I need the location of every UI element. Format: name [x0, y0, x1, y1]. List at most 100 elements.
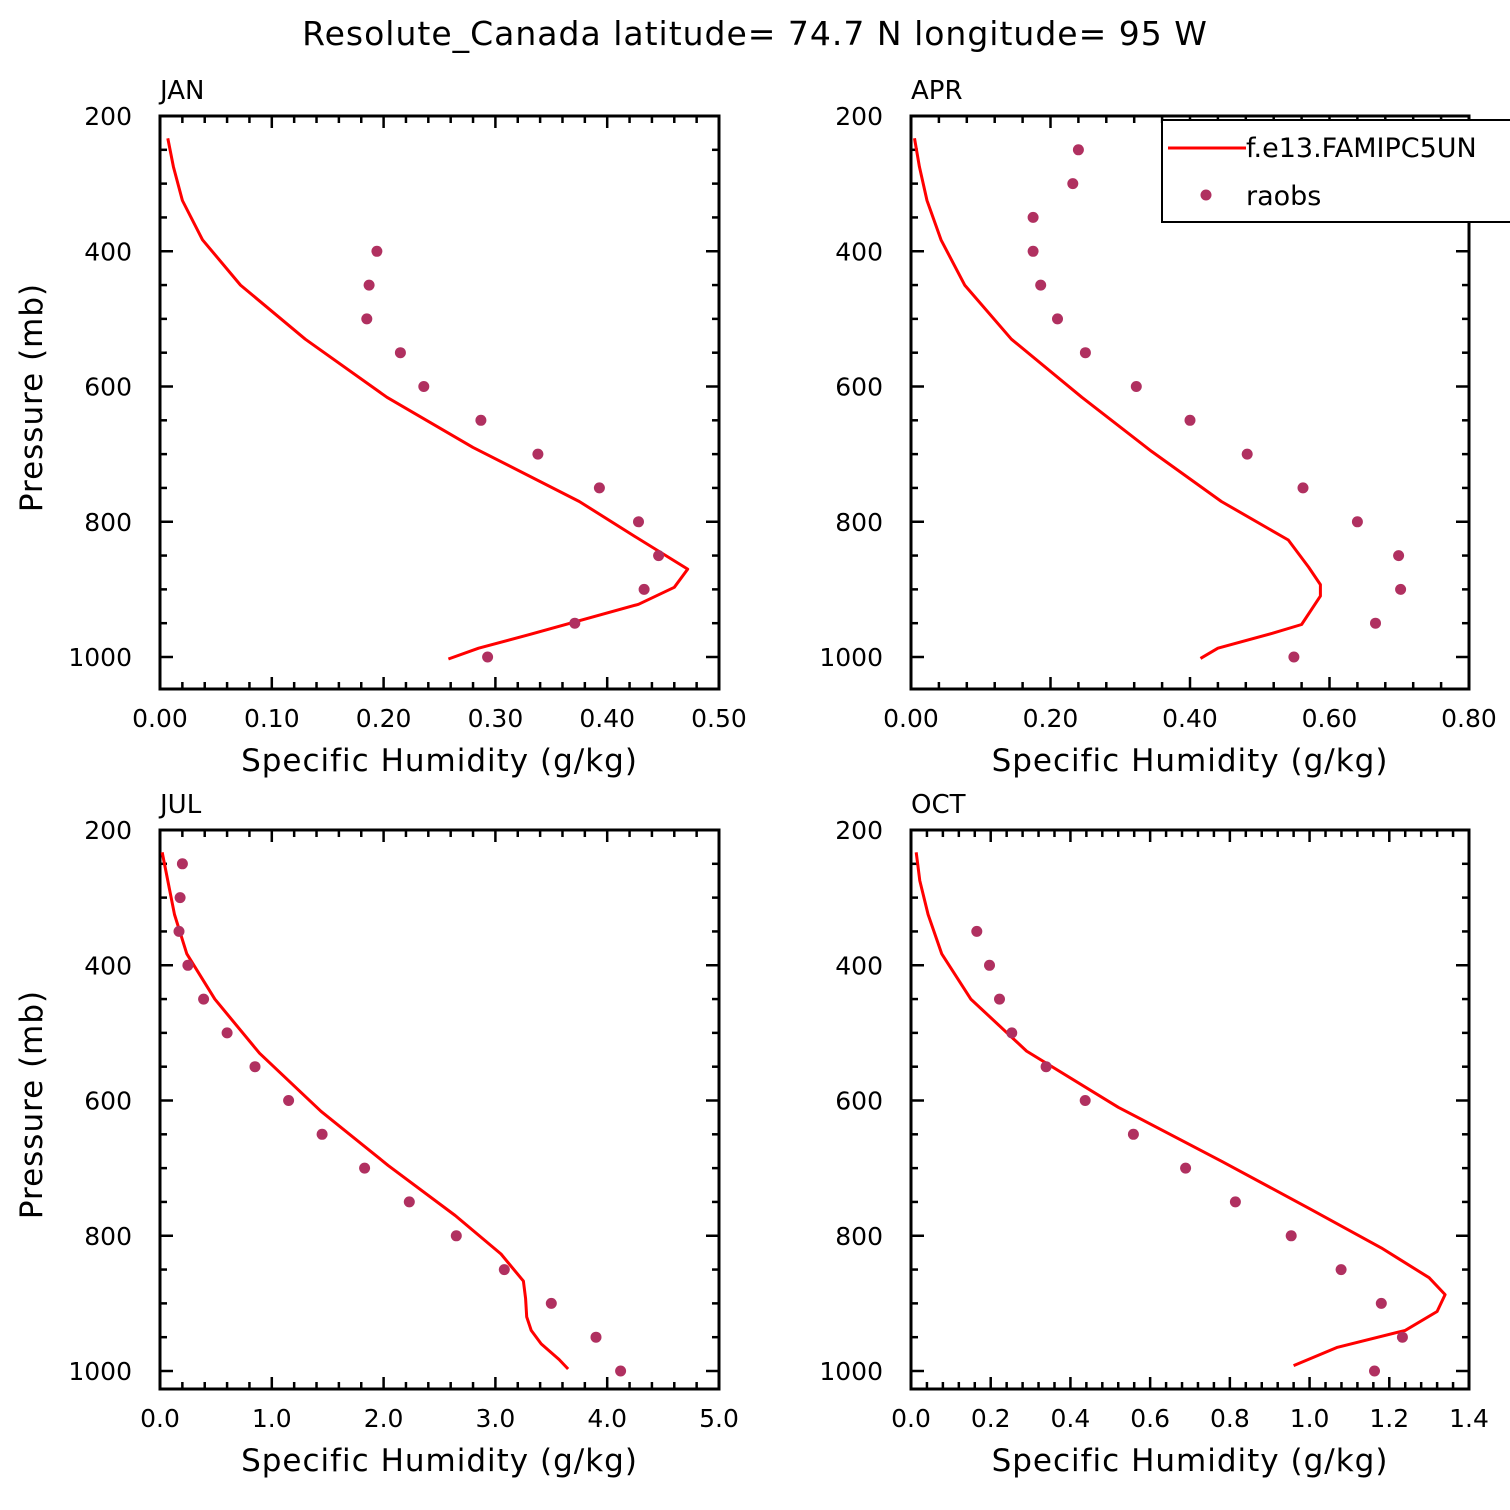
obs-point-jul	[176, 858, 188, 870]
obs-point-jan	[361, 313, 373, 325]
obs-point-apr	[1297, 482, 1309, 494]
x-tick-label: 4.0	[587, 1404, 627, 1433]
obs-point-oct	[1079, 1095, 1091, 1106]
x-axis-title-oct: Specific Humidity (g/kg)	[992, 1443, 1389, 1479]
obs-point-jul	[450, 1230, 462, 1242]
x-tick-label: 0.80	[1441, 704, 1497, 733]
model-line-apr	[913, 138, 1322, 660]
obs-point-apr	[1184, 414, 1196, 426]
x-tick-label: 0.00	[132, 704, 188, 733]
y-axis-title-jul: Pressure (mb)	[14, 990, 50, 1219]
legend-label-obs: raobs	[1246, 181, 1321, 212]
x-tick-label: 1.0	[252, 1404, 292, 1433]
obs-point-oct	[1285, 1230, 1297, 1242]
y-tick-label: 600	[835, 1087, 883, 1116]
obs-point-oct	[1180, 1162, 1192, 1174]
obs-point-oct	[1335, 1264, 1347, 1276]
obs-point-jan	[482, 651, 494, 663]
y-tick-label: 400	[84, 951, 132, 980]
obs-point-jul	[403, 1196, 415, 1208]
model-line-jul	[160, 852, 570, 1371]
y-tick-label: 1000	[819, 1357, 883, 1386]
obs-point-apr	[1288, 651, 1300, 663]
y-tick-label: 200	[84, 102, 132, 131]
y-tick-label: 400	[835, 951, 883, 980]
y-tick-label: 400	[835, 237, 883, 266]
y-tick-label: 600	[84, 1087, 132, 1116]
obs-point-apr	[1027, 211, 1039, 223]
x-tick-label: 0.60	[1302, 704, 1358, 733]
obs-point-jul	[182, 959, 194, 971]
y-tick-label: 800	[84, 1222, 132, 1251]
x-tick-label: 5.0	[699, 1404, 739, 1433]
x-tick-label: 0.0	[891, 1404, 931, 1433]
panel-jan: JAN 0.00 0.10 0.20 0.30 0.40 0.50 200 400 600 800 1…	[14, 76, 747, 779]
plot-frame-jan	[158, 114, 721, 691]
x-tick-label: 2.0	[364, 1404, 404, 1433]
obs-point-jan	[394, 347, 406, 359]
obs-point-oct	[1127, 1128, 1139, 1140]
obs-point-oct	[994, 993, 1005, 1005]
obs-point-jan	[363, 279, 375, 291]
y-tick-label: 400	[84, 237, 132, 266]
obs-point-jul	[590, 1331, 602, 1343]
x-tick-label: 0.00	[883, 704, 939, 733]
x-tick-label: 0.2	[971, 1404, 1011, 1433]
x-tick-label: 0.8	[1210, 1404, 1250, 1433]
x-tick-label: 0.0	[140, 1404, 180, 1433]
x-tick-label: 3.0	[476, 1404, 516, 1433]
obs-point-jul	[249, 1061, 261, 1073]
x-tick-label: 0.4	[1051, 1404, 1091, 1433]
panel-label-jan: JAN	[158, 76, 204, 106]
obs-point-oct	[1396, 1331, 1408, 1343]
x-tick-label: 1.4	[1449, 1404, 1489, 1433]
x-tick-label: 0.50	[691, 704, 747, 733]
obs-point-jan	[638, 583, 650, 595]
y-tick-label: 800	[835, 508, 883, 537]
obs-point-apr	[1241, 448, 1253, 460]
obs-point-jan	[418, 381, 430, 392]
obs-point-apr	[1052, 313, 1063, 325]
panel-label-jul: JUL	[158, 790, 202, 820]
legend-label-model: f.e13.FAMIPC5UN	[1246, 133, 1477, 164]
x-tick-label: 0.10	[244, 704, 300, 733]
plot-frame-jul	[158, 828, 721, 1391]
obs-point-oct	[984, 959, 995, 971]
obs-point-oct	[971, 925, 983, 937]
y-tick-label: 200	[84, 816, 132, 845]
obs-point-jan	[633, 516, 644, 528]
x-tick-label: 1.0	[1290, 1404, 1330, 1433]
panel-jul: JUL 0.0 1.0 2.0 3.0 4.0 5.0 200 400 600 800 1000 Spe…	[14, 790, 739, 1479]
obs-point-oct	[1040, 1061, 1052, 1073]
obs-point-jul	[498, 1264, 510, 1276]
obs-point-oct	[1375, 1297, 1387, 1309]
x-axis-title-jan: Specific Humidity (g/kg)	[241, 743, 638, 779]
x-tick-label: 0.40	[1162, 704, 1218, 733]
obs-point-jan	[593, 482, 605, 494]
obs-point-oct	[1369, 1365, 1380, 1377]
x-tick-label: 1.2	[1369, 1404, 1409, 1433]
obs-point-apr	[1370, 617, 1381, 629]
y-tick-label: 200	[835, 816, 883, 845]
obs-point-jul	[173, 925, 185, 937]
obs-point-jul	[359, 1162, 371, 1174]
y-tick-label: 1000	[68, 1357, 132, 1386]
obs-point-jul	[545, 1297, 557, 1309]
x-tick-label: 0.30	[468, 704, 524, 733]
obs-point-jul	[198, 993, 210, 1005]
x-tick-label: 0.20	[1023, 704, 1079, 733]
obs-point-apr	[1351, 516, 1363, 528]
y-tick-label: 800	[84, 508, 132, 537]
obs-point-jan	[569, 617, 581, 629]
obs-point-jul	[615, 1365, 627, 1377]
obs-point-apr	[1067, 178, 1079, 190]
y-tick-label: 800	[835, 1222, 883, 1251]
model-line-jan	[166, 138, 690, 661]
panel-oct: OCT 0.0 0.2 0.4 0.6 0.8 1.0 1.2 1.4 200 400 600 800 1…	[819, 790, 1489, 1479]
obs-point-apr	[1395, 583, 1407, 595]
x-tick-label: 0.6	[1130, 1404, 1170, 1433]
legend-box	[1161, 119, 1510, 223]
obs-point-oct	[1229, 1196, 1241, 1208]
y-tick-label: 1000	[68, 643, 132, 672]
